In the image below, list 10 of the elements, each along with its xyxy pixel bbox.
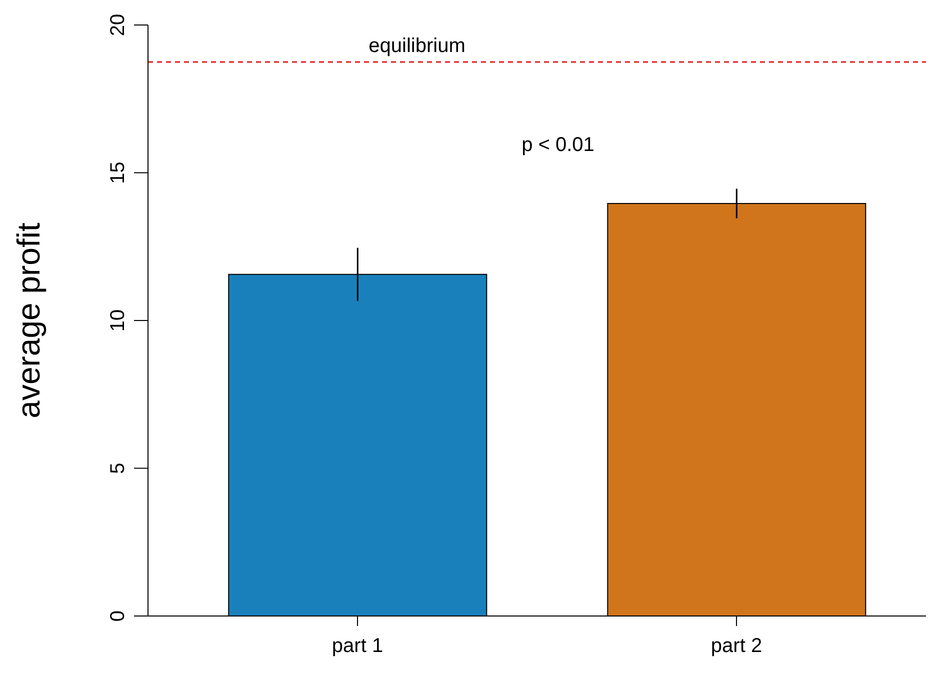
annotation: p < 0.01 — [520, 134, 596, 157]
x-tick-label: part 1 — [332, 635, 384, 658]
y-tick-label: 15 — [107, 162, 129, 184]
y-axis-title: average profit — [10, 222, 46, 418]
ref-line-label: equilibrium — [368, 34, 466, 57]
y-tick-label: 10 — [107, 309, 129, 332]
y-tick-label: 20 — [107, 14, 129, 36]
y-tick-label: 0 — [107, 610, 129, 622]
x-tick-label: part 2 — [710, 635, 762, 658]
y-tick-label: 5 — [107, 462, 129, 474]
